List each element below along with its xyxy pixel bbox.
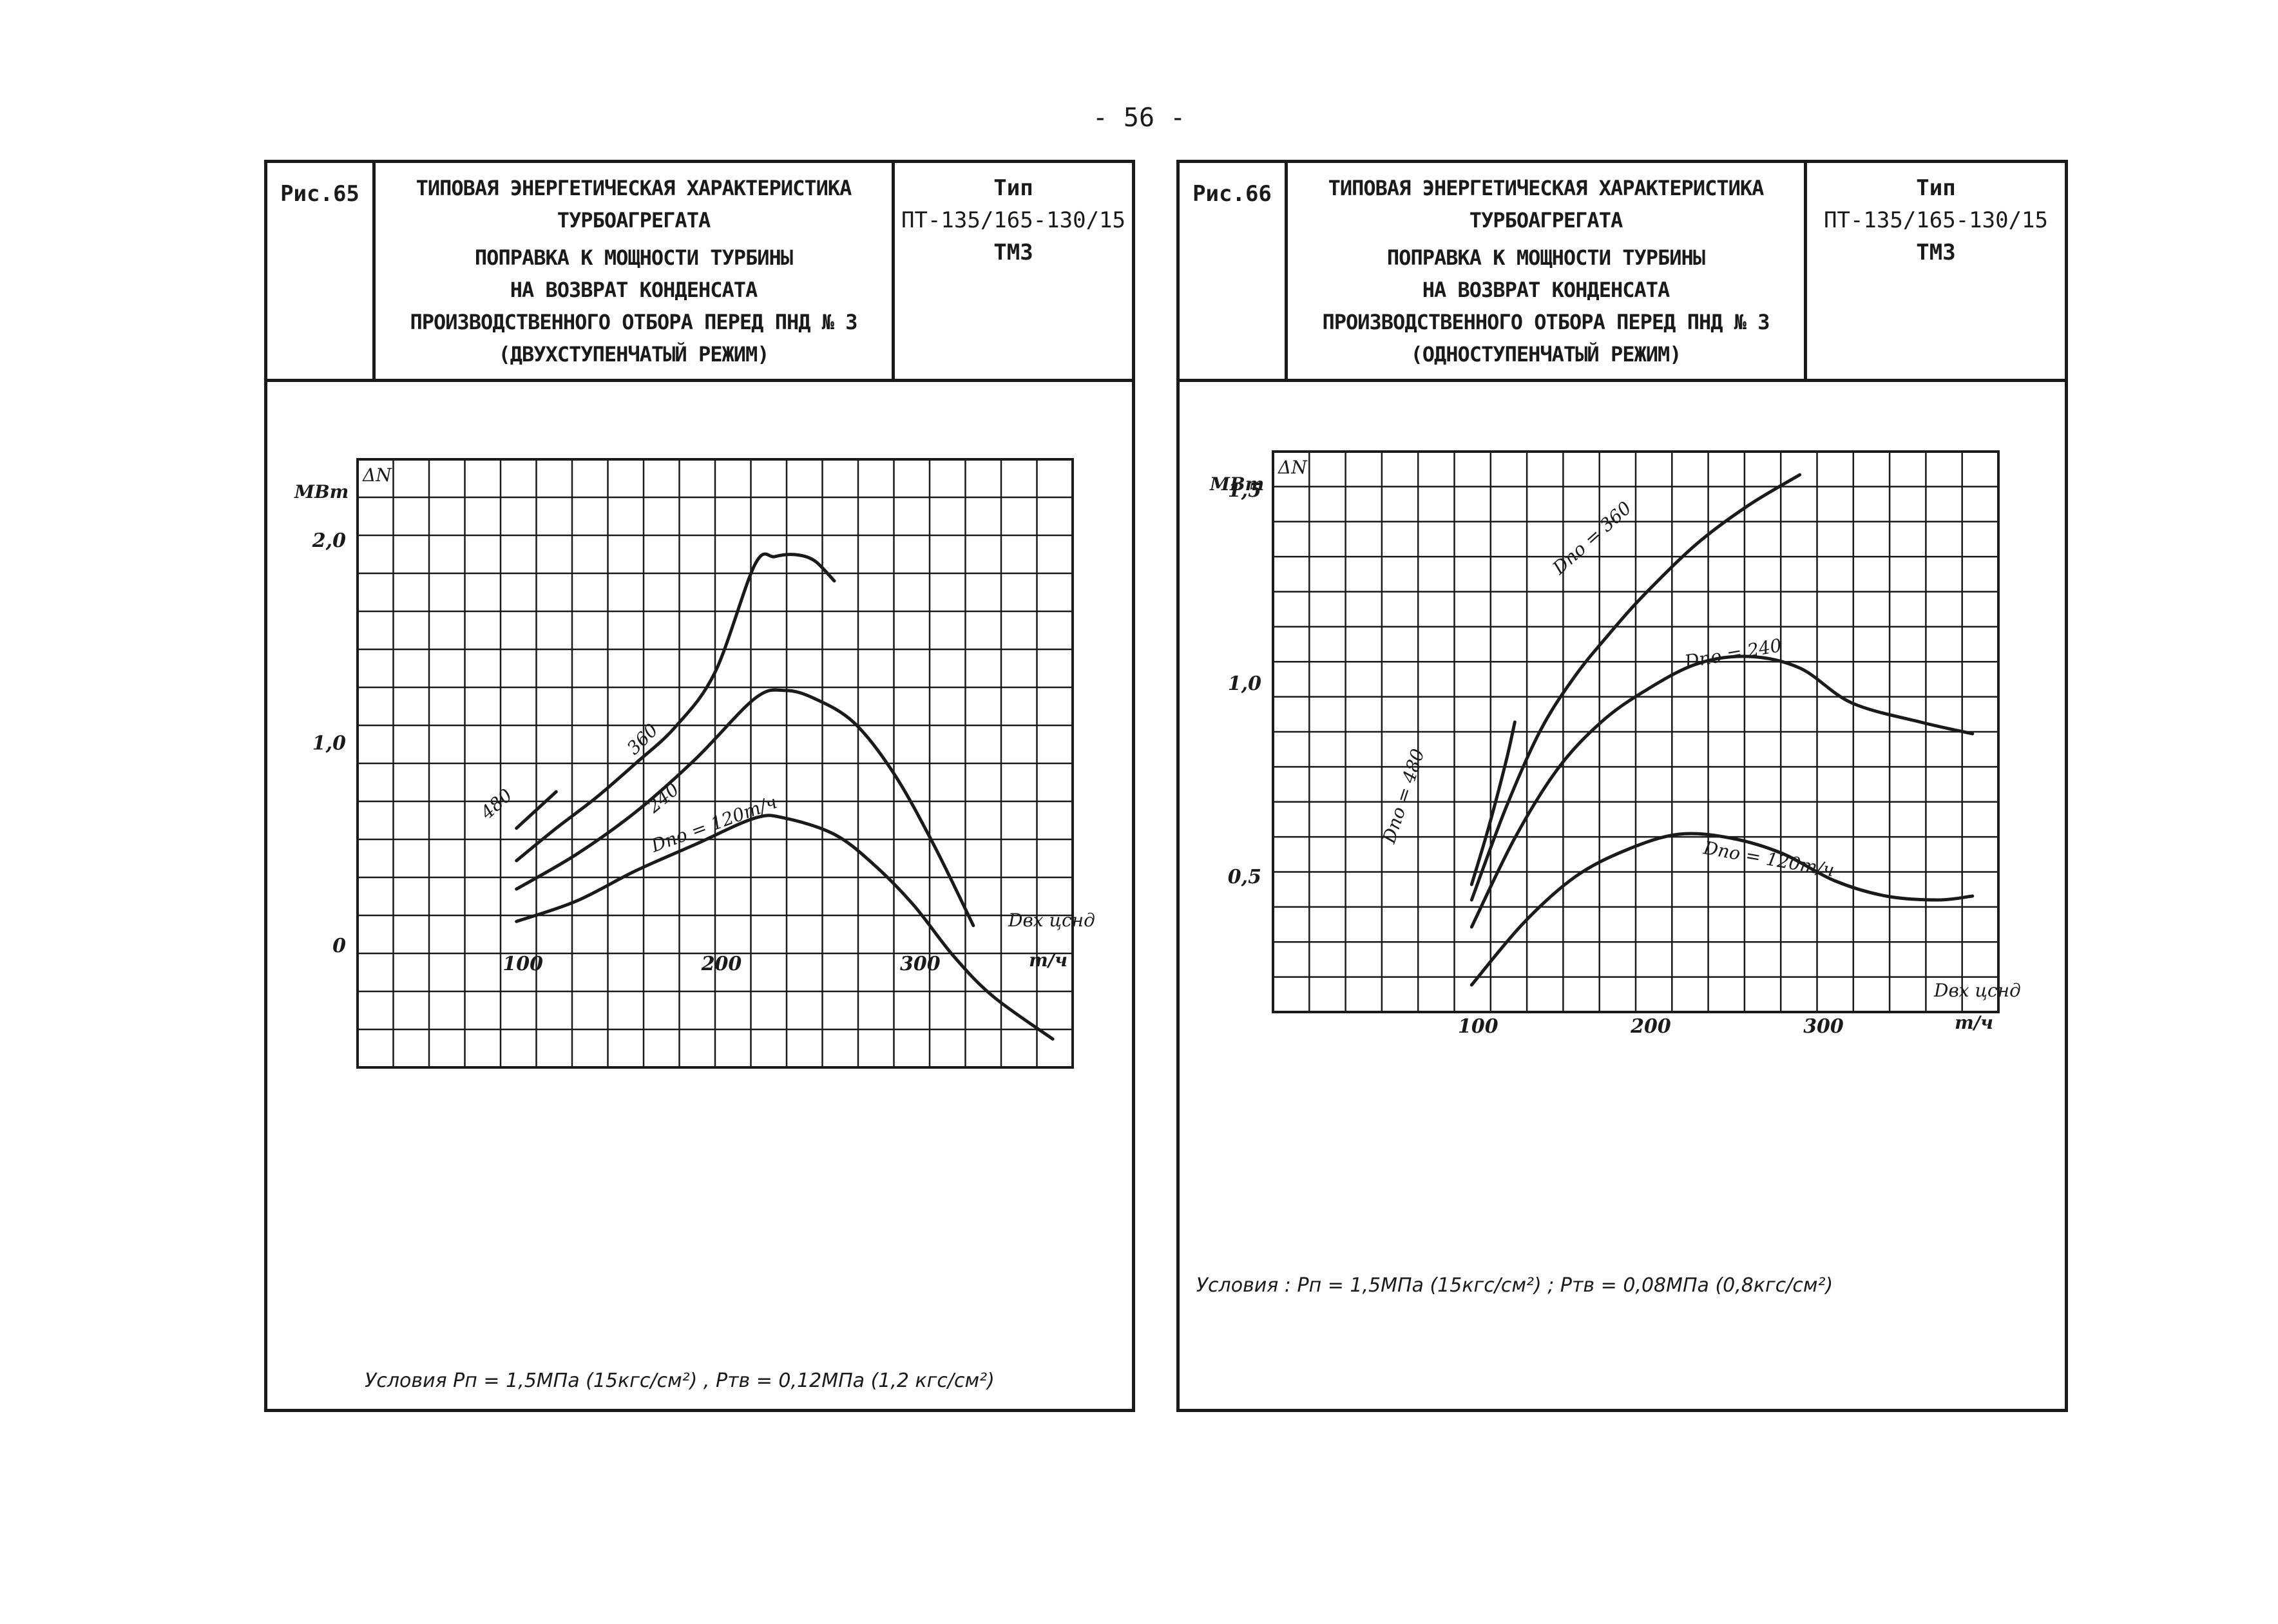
title-line-3: ПОПРАВКА К МОЩНОСТИ ТУРБИНЫ <box>474 245 793 270</box>
y-axis-label: ΔN <box>1278 457 1308 478</box>
series-label-120: Dпо = 120т/ч <box>1701 837 1836 881</box>
figure-label: Рис.65 <box>267 163 376 379</box>
series-label-480: 480 <box>476 785 517 824</box>
series-label-360: Dпо = 360 <box>1548 497 1636 579</box>
title-line-4: НА ВОЗВРАТ КОНДЕНСАТА <box>510 278 758 302</box>
x-axis-label: Dвх цснд <box>1933 980 2021 1001</box>
x-tick-label: 200 <box>1630 1015 1671 1038</box>
figure-title: ТИПОВАЯ ЭНЕРГЕТИЧЕСКАЯ ХАРАКТЕРИСТИКА ТУ… <box>1288 163 1807 379</box>
figure-label: Рис.66 <box>1180 163 1288 379</box>
type-block: Тип ПТ-135/165-130/15 ТМЗ <box>895 163 1132 379</box>
title-line-6: (ДВУХСТУПЕНЧАТЫЙ РЕЖИМ) <box>498 342 769 367</box>
series-label-240: Dпо = 240 <box>1683 635 1783 673</box>
title-line-5: ПРОИЗВОДСТВЕННОГО ОТБОРА ПЕРЕД ПНД № 3 <box>1322 310 1770 334</box>
y-axis-label: ΔN <box>362 464 392 486</box>
series-line-240 <box>515 688 975 928</box>
y-tick-label: 0,5 <box>1228 866 1261 888</box>
chart-66: ΔN МВт 0,5 1,0 1,5 100 200 300 Dвх цснд т/ч Dпо = … <box>1196 450 2021 1297</box>
y-tick-label: 2,0 <box>312 530 346 552</box>
x-tick-label: 300 <box>1803 1015 1844 1038</box>
series-line-480 <box>1469 720 1517 886</box>
figure-header: Рис.65 ТИПОВАЯ ЭНЕРГЕТИЧЕСКАЯ ХАРАКТЕРИС… <box>267 163 1132 382</box>
title-line-2: ТУРБОАГРЕГАТА <box>557 208 711 233</box>
conditions-text: Условия : Pп = 1,5МПа (15кгс/см²) ; Pтв … <box>1196 1274 1833 1297</box>
series-label-240: 240 <box>643 779 684 817</box>
type-block: Тип ПТ-135/165-130/15 ТМЗ <box>1807 163 2065 379</box>
x-axis-unit: т/ч <box>1955 1012 1993 1033</box>
title-line-4: НА ВОЗВРАТ КОНДЕНСАТА <box>1422 278 1670 302</box>
x-axis-label: Dвх цснд <box>1008 910 1095 931</box>
conditions-text: Условия Pп = 1,5МПа (15кгс/см²) , Pтв = … <box>365 1370 995 1392</box>
type-label: Тип <box>993 175 1033 201</box>
y-axis-unit: МВт <box>294 481 349 502</box>
series-line-120 <box>515 814 1055 1041</box>
series-line-120 <box>1469 832 1975 987</box>
type-model: ПТ-135/165-130/15 <box>901 207 1125 233</box>
figure-title: ТИПОВАЯ ЭНЕРГЕТИЧЕСКАЯ ХАРАКТЕРИСТИКА ТУ… <box>376 163 895 379</box>
title-line-1: ТИПОВАЯ ЭНЕРГЕТИЧЕСКАЯ ХАРАКТЕРИСТИКА <box>1328 176 1765 200</box>
chart-frame <box>356 458 1074 1069</box>
figure-66: Рис.66 ТИПОВАЯ ЭНЕРГЕТИЧЕСКАЯ ХАРАКТЕРИС… <box>1176 160 2068 1412</box>
title-line-2: ТУРБОАГРЕГАТА <box>1469 208 1623 233</box>
x-tick-label: 100 <box>503 953 543 975</box>
series-line-360 <box>1469 473 1802 902</box>
x-tick-label: 200 <box>701 953 742 975</box>
y-tick-label: 1,0 <box>1228 673 1261 695</box>
figure-header: Рис.66 ТИПОВАЯ ЭНЕРГЕТИЧЕСКАЯ ХАРАКТЕРИС… <box>1180 163 2065 382</box>
x-tick-label: 300 <box>900 953 941 975</box>
type-maker: ТМЗ <box>993 240 1033 265</box>
title-line-1: ТИПОВАЯ ЭНЕРГЕТИЧЕСКАЯ ХАРАКТЕРИСТИКА <box>416 176 852 200</box>
series-label-480: Dпо = 480 <box>1378 746 1429 846</box>
page-number: - 56 - <box>1092 103 1186 133</box>
title-line-5: ПРОИЗВОДСТВЕННОГО ОТБОРА ПЕРЕД ПНД № 3 <box>410 310 857 334</box>
chart-frame <box>1272 450 2000 1013</box>
y-tick-label: 1,5 <box>1228 479 1261 502</box>
figure-65: Рис.65 ТИПОВАЯ ЭНЕРГЕТИЧЕСКАЯ ХАРАКТЕРИС… <box>264 160 1135 1412</box>
series-line-360 <box>515 552 836 863</box>
type-label: Тип <box>1916 175 1956 201</box>
x-tick-label: 100 <box>1458 1015 1498 1038</box>
series-line-480 <box>515 790 558 830</box>
y-axis-unit: МВт <box>1209 473 1264 495</box>
chart-grid <box>1272 450 2000 1013</box>
title-line-3: ПОПРАВКА К МОЩНОСТИ ТУРБИНЫ <box>1386 245 1705 270</box>
title-line-6: (ОДНОСТУПЕНЧАТЫЙ РЕЖИМ) <box>1410 342 1681 367</box>
type-maker: ТМЗ <box>1916 240 1956 265</box>
type-model: ПТ-135/165-130/15 <box>1824 207 2048 233</box>
y-tick-label: 0 <box>332 935 346 957</box>
chart-grid <box>356 458 1074 1069</box>
x-axis-unit: т/ч <box>1029 950 1067 971</box>
y-tick-label: 1,0 <box>312 732 346 755</box>
series-line-240 <box>1469 654 1975 929</box>
